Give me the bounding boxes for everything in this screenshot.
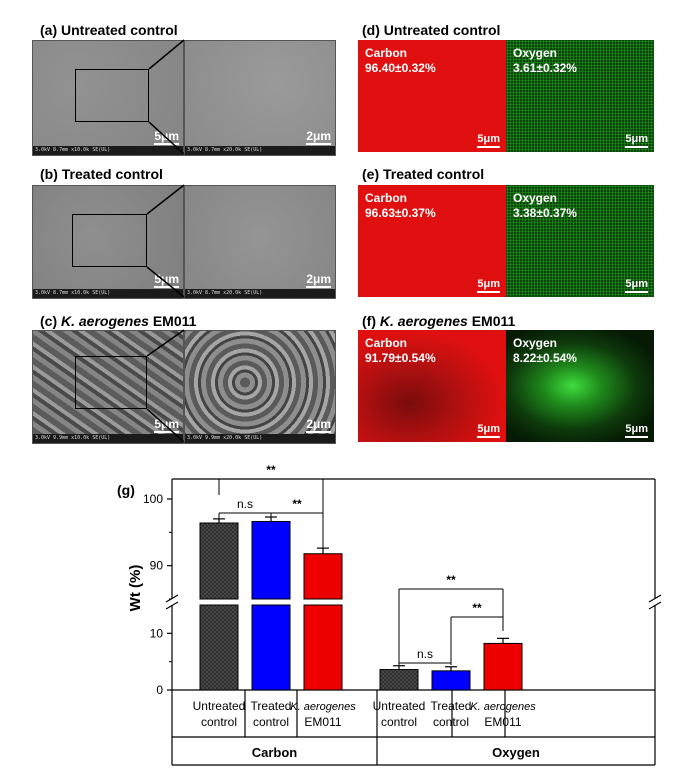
group-label-oxygen: Oxygen bbox=[492, 745, 540, 760]
significance-label: ** bbox=[446, 573, 456, 587]
panel-d-carbon-value: 96.40±0.32% bbox=[365, 61, 436, 75]
panel-e-carbon-map: Carbon 96.63±0.37% 5μm bbox=[358, 185, 506, 297]
significance-label: ** bbox=[472, 601, 482, 615]
significance-label: ** bbox=[266, 463, 276, 477]
panel-e-oxygen-scale: 5μm bbox=[625, 278, 648, 293]
panel-d-label: (d) Untreated control bbox=[362, 22, 501, 38]
panel-d-oxygen-map: Oxygen 3.61±0.32% 5μm bbox=[506, 40, 654, 152]
y-tick-label: 100 bbox=[143, 492, 163, 506]
x-tick-label: EM011 bbox=[484, 715, 521, 729]
x-tick-label: Untreated bbox=[373, 699, 426, 713]
x-tick-label: K. aerogenes bbox=[290, 701, 356, 713]
panel-c-sem-zoom: 2μm 3.0kV 9.9mm x20.0k SE(UL) bbox=[184, 330, 336, 444]
panel-a-sem-image: 5μm 3.0kV 8.7mm x10.0k SE(UL) bbox=[32, 40, 184, 156]
panel-d-carbon-scale: 5μm bbox=[477, 133, 500, 148]
y-tick-label: 0 bbox=[156, 683, 163, 697]
panel-a-sem-zoom: 2μm 3.0kV 8.7mm x20.0k SE(UL) bbox=[184, 40, 336, 156]
bar bbox=[379, 669, 419, 691]
bar bbox=[199, 604, 239, 691]
panel-e-carbon-value: 96.63±0.37% bbox=[365, 206, 436, 220]
panel-d-oxygen-name: Oxygen bbox=[513, 46, 558, 60]
panel-b-zoom-box bbox=[72, 214, 147, 267]
panel-e-carbon-scale: 5μm bbox=[477, 278, 500, 293]
x-tick-label: Untreated bbox=[193, 699, 246, 713]
panel-a-info-bar: 3.0kV 8.7mm x10.0k SE(UL) bbox=[33, 146, 183, 155]
panel-f-carbon-name: Carbon bbox=[365, 336, 407, 350]
panel-e-oxygen-value: 3.38±0.37% bbox=[513, 206, 577, 220]
panel-a-label: (a) Untreated control bbox=[40, 22, 178, 38]
x-tick-label: Treated bbox=[251, 699, 292, 713]
panel-a-zoom-info-bar: 3.0kV 8.7mm x20.0k SE(UL) bbox=[185, 146, 335, 155]
panel-c-label: (c) K. aerogenes EM011 bbox=[40, 313, 197, 329]
x-tick-label: control bbox=[253, 715, 289, 729]
panel-f-oxygen-name: Oxygen bbox=[513, 336, 558, 350]
panel-b-zoom-info-bar: 3.0kV 8.7mm x20.0k SE(UL) bbox=[185, 289, 335, 298]
panel-b-label: (b) Treated control bbox=[40, 166, 163, 182]
axis-break-mark bbox=[648, 594, 662, 603]
panel-f-label: (f) K. aerogenes EM011 bbox=[362, 313, 516, 329]
panel-f-carbon-value: 91.79±0.54% bbox=[365, 351, 436, 365]
panel-d-oxygen-value: 3.61±0.32% bbox=[513, 61, 577, 75]
bar bbox=[483, 642, 523, 691]
x-tick-label: Treated bbox=[431, 699, 472, 713]
zoom-connector-lines bbox=[146, 39, 185, 443]
panel-b-info-bar: 3.0kV 8.7mm x10.0k SE(UL) bbox=[33, 289, 183, 298]
panel-d-carbon-map: Carbon 96.40±0.32% 5μm bbox=[358, 40, 506, 152]
panel-f-carbon-map: Carbon 91.79±0.54% 5μm bbox=[358, 330, 506, 442]
chart-panel-label: (g) bbox=[117, 482, 135, 498]
panel-b-scale-bar: 5μm bbox=[154, 272, 179, 288]
group-label-carbon: Carbon bbox=[252, 745, 298, 760]
panel-f-oxygen-map: Oxygen 8.22±0.54% 5μm bbox=[506, 330, 654, 442]
bar bbox=[303, 553, 343, 600]
x-tick-label: control bbox=[433, 715, 469, 729]
x-tick-label: EM011 bbox=[304, 715, 341, 729]
x-tick-label: control bbox=[381, 715, 417, 729]
panel-a-zoom-scale-bar: 2μm bbox=[306, 129, 331, 145]
panel-f-oxygen-value: 8.22±0.54% bbox=[513, 351, 577, 365]
axis-break-mark bbox=[165, 601, 179, 610]
panel-e-oxygen-name: Oxygen bbox=[513, 191, 558, 205]
bar-chart-g: (g) Wt (%) 0 10 90 100 Untreated control Treat… bbox=[117, 463, 662, 766]
panel-b-zoom-scale-bar: 2μm bbox=[306, 272, 331, 288]
y-tick-label: 90 bbox=[150, 559, 164, 573]
x-tick-label: K. aerogenes bbox=[470, 701, 536, 713]
bar bbox=[303, 604, 343, 691]
panel-c-zoom-scale-bar: 2μm bbox=[306, 417, 331, 433]
panel-c-info-bar: 3.0kV 9.9mm x10.0k SE(UL) bbox=[33, 434, 183, 443]
y-axis-label: Wt (%) bbox=[127, 565, 144, 612]
panel-e-label: (e) Treated control bbox=[362, 166, 485, 182]
x-tick-label: control bbox=[201, 715, 237, 729]
panel-e-carbon-name: Carbon bbox=[365, 191, 407, 205]
bar bbox=[431, 670, 471, 691]
panel-d-carbon-name: Carbon bbox=[365, 46, 407, 60]
panel-c-zoom-info-bar: 3.0kV 9.9mm x20.0k SE(UL) bbox=[185, 434, 335, 443]
axis-break-mark bbox=[648, 601, 662, 610]
panel-d-oxygen-scale: 5μm bbox=[625, 133, 648, 148]
bar bbox=[251, 520, 291, 600]
bar bbox=[199, 522, 239, 600]
panel-f-carbon-scale: 5μm bbox=[477, 423, 500, 438]
panel-f-oxygen-scale: 5μm bbox=[625, 423, 648, 438]
significance-label: ** bbox=[292, 497, 302, 511]
y-tick-label: 10 bbox=[150, 626, 164, 640]
panel-b-sem-zoom: 2μm 3.0kV 8.7mm x20.0k SE(UL) bbox=[184, 185, 336, 299]
bar bbox=[251, 604, 291, 691]
panel-a-zoom-box bbox=[75, 69, 149, 122]
panel-e-oxygen-map: Oxygen 3.38±0.37% 5μm bbox=[506, 185, 654, 297]
significance-label: n.s bbox=[417, 647, 433, 661]
panel-c-zoom-box bbox=[75, 356, 147, 409]
significance-label: n.s bbox=[237, 497, 253, 511]
